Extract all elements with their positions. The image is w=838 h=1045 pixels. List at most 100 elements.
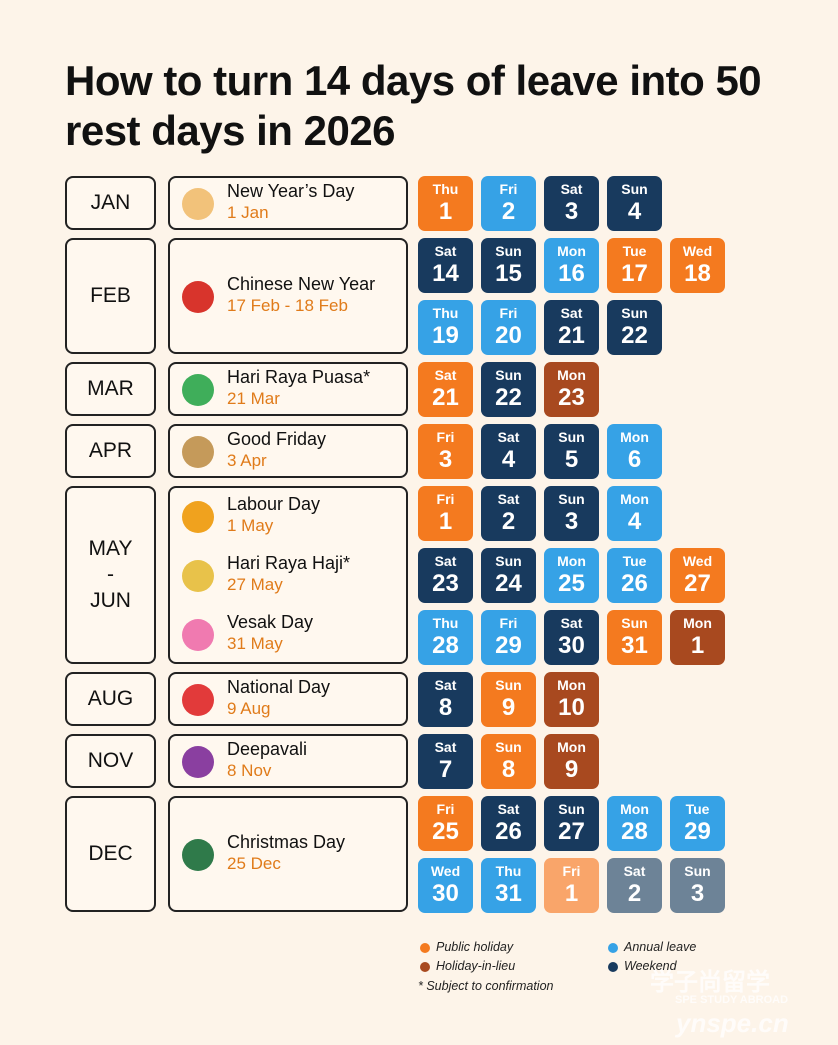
holiday-icon (182, 560, 214, 592)
weekday: Sat (434, 243, 457, 259)
holiday-date: 3 Apr (227, 451, 267, 470)
day-tile: Sun 3 (544, 486, 599, 541)
day-tile: Mon 10 (544, 672, 599, 727)
weekday: Mon (557, 553, 586, 569)
day-number: 8 (438, 694, 453, 721)
weekday: Fri (499, 305, 518, 321)
day-tile: Mon 16 (544, 238, 599, 293)
weekday: Sun (558, 429, 585, 445)
day-number: 18 (684, 260, 711, 287)
holiday-box: Labour Day 1 May Hari Raya Haji* 27 May Vesa… (168, 486, 408, 664)
day-tile: Sat 4 (481, 424, 536, 479)
day-tile: Fri 1 (544, 858, 599, 913)
weekday: Sat (434, 739, 457, 755)
month-label: AUG (87, 687, 134, 710)
day-number: 20 (495, 322, 522, 349)
day-number: 1 (438, 198, 453, 225)
month-label: APR (88, 439, 133, 462)
day-tile: Thu 28 (418, 610, 473, 665)
day-number: 31 (495, 880, 522, 907)
weekday: Sat (560, 305, 583, 321)
weekday: Sun (621, 615, 648, 631)
weekday: Mon (683, 615, 712, 631)
month-box: FEB (65, 238, 156, 354)
day-tile: Thu 31 (481, 858, 536, 913)
holiday-name: Deepavali (227, 739, 308, 759)
watermark-tagline: SPE STUDY ABROAD (675, 994, 789, 1006)
legend-label: Holiday-in-lieu (436, 959, 516, 973)
weekday: Sun (495, 553, 522, 569)
weekday: Mon (557, 739, 586, 755)
weekday: Fri (499, 181, 518, 197)
day-number: 7 (438, 756, 453, 783)
title: How to turn 14 days of leave into 50 res… (65, 57, 762, 154)
day-tile: Wed 30 (418, 858, 473, 913)
legend-dot (420, 943, 430, 953)
day-number: 27 (684, 570, 711, 597)
weekday: Mon (620, 491, 649, 507)
weekday: Mon (620, 801, 649, 817)
holiday-icon (182, 374, 214, 406)
day-number: 3 (438, 446, 453, 473)
weekday: Sun (495, 367, 522, 383)
weekday: Thu (495, 863, 522, 879)
legend-dot (608, 962, 618, 972)
month-label: MAY (88, 537, 133, 560)
day-tile: Sun 5 (544, 424, 599, 479)
day-number: 25 (432, 818, 459, 845)
holiday-date: 1 May (227, 515, 274, 535)
weekday: Mon (557, 677, 586, 693)
weekday: Mon (557, 367, 586, 383)
holiday-box: Good Friday 3 Apr (168, 424, 408, 478)
weekday: Thu (432, 181, 459, 197)
holiday-icon (182, 281, 214, 313)
weekday: Fri (436, 801, 455, 817)
weekday: Tue (622, 553, 647, 569)
day-tile: Sat 7 (418, 734, 473, 789)
day-tile: Thu 19 (418, 300, 473, 355)
day-tile: Sat 30 (544, 610, 599, 665)
weekday: Sat (434, 677, 457, 693)
day-tile: Fri 29 (481, 610, 536, 665)
holiday-box: Deepavali 8 Nov (168, 734, 408, 788)
weekday: Thu (432, 305, 459, 321)
day-number: 29 (684, 818, 711, 845)
month-box: NOV (65, 734, 156, 788)
day-number: 23 (558, 384, 585, 411)
month-label: DEC (88, 842, 133, 865)
holiday-icon (182, 839, 214, 871)
weekday: Sat (497, 429, 520, 445)
day-tile: Sun 9 (481, 672, 536, 727)
day-number: 17 (621, 260, 648, 287)
day-tile: Fri 1 (418, 486, 473, 541)
day-number: 21 (432, 384, 459, 411)
day-number: 21 (558, 322, 585, 349)
day-number: 9 (501, 694, 516, 721)
weekday: Sat (560, 181, 583, 197)
holiday-box: Hari Raya Puasa* 21 Mar (168, 362, 408, 416)
weekday: Sat (497, 801, 520, 817)
day-number: 22 (621, 322, 648, 349)
day-number: 24 (495, 570, 522, 597)
weekday: Thu (432, 615, 459, 631)
weekday: Sat (623, 863, 646, 879)
weekday: Sun (684, 863, 711, 879)
weekday: Wed (682, 553, 713, 569)
holiday-icon (182, 500, 214, 533)
day-number: 26 (495, 818, 522, 845)
legend-label: Public holiday (436, 940, 514, 954)
day-tile: Mon 9 (544, 734, 599, 789)
day-tile: Tue 26 (607, 548, 662, 603)
day-number: 1 (690, 632, 705, 659)
holiday-date: 31 May (227, 634, 283, 654)
day-tile: Fri 3 (418, 424, 473, 479)
day-number: 4 (501, 446, 516, 473)
weekday: Mon (557, 243, 586, 259)
day-tile: Sun 3 (670, 858, 725, 913)
day-number: 25 (558, 570, 585, 597)
day-number: 5 (564, 446, 579, 473)
day-tile: Sat 8 (418, 672, 473, 727)
weekday: Fri (436, 491, 455, 507)
day-number: 10 (558, 694, 585, 721)
